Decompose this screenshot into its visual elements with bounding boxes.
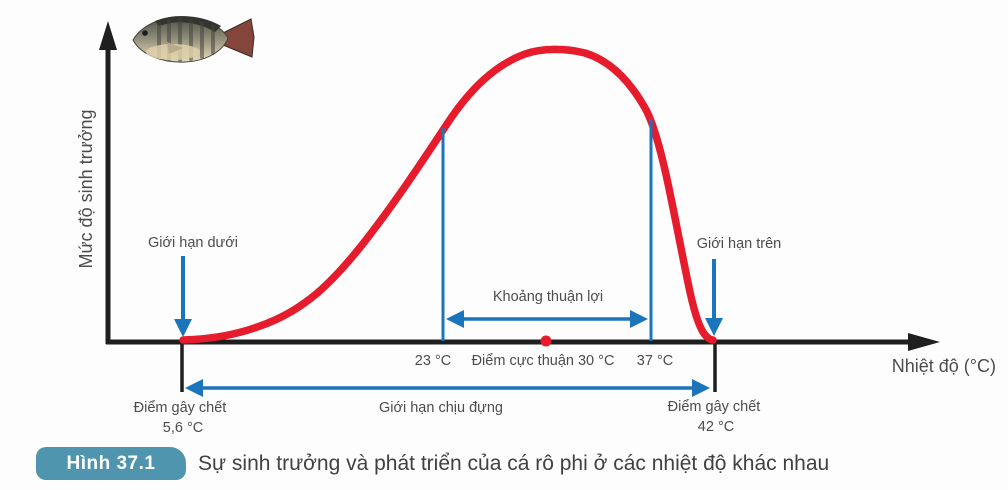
tolerance-range-label: Giới hạn chịu đựng: [379, 400, 503, 416]
tilapia-fish-icon: [132, 16, 255, 63]
growth-temperature-diagram: Mức độ sinh trưởng Nhiệt độ (°C): [76, 16, 996, 436]
temp-23-label: 23 °C: [415, 353, 451, 369]
favorable-range-label: Khoảng thuận lợi: [493, 289, 603, 305]
fish-pectoral-fin: [167, 42, 183, 54]
fish-eye-icon: [142, 30, 148, 36]
upper-limit-label: Giới hạn trên: [697, 236, 781, 252]
lower-limit-arrow-icon: [174, 256, 192, 337]
x-axis-title: Nhiệt độ (°C): [892, 356, 996, 376]
death-point-left-label: Điểm gây chết: [134, 400, 227, 416]
death-point-left-value: 5,6 °C: [163, 420, 203, 436]
lower-limit-label: Giới hạn dưới: [148, 235, 238, 251]
death-point-right-label: Điểm gây chết: [668, 399, 761, 415]
axes: [99, 21, 940, 351]
growth-curve: [179, 45, 717, 344]
optimal-point-label: Điểm cực thuận 30 °C: [472, 353, 615, 369]
x-axis-arrow-icon: [908, 333, 940, 351]
upper-limit-arrow-icon: [705, 259, 723, 336]
fish-dorsal-fin: [155, 16, 221, 32]
figure-caption: Hình 37.1 Sự sinh trưởng và phát triển c…: [36, 447, 829, 480]
figure-caption-text: Sự sinh trưởng và phát triển của cá rô p…: [198, 451, 830, 475]
optimal-point-dot: [540, 335, 552, 347]
temp-37-label: 37 °C: [637, 353, 673, 369]
y-axis-arrow-icon: [99, 21, 117, 50]
y-axis-title: Mức độ sinh trưởng: [76, 110, 96, 269]
favorable-range-arrow-icon: [446, 310, 648, 328]
figure-number-badge: Hình 37.1: [36, 447, 186, 480]
tolerance-range-arrow-icon: [185, 379, 710, 397]
death-point-right-value: 42 °C: [698, 419, 734, 435]
